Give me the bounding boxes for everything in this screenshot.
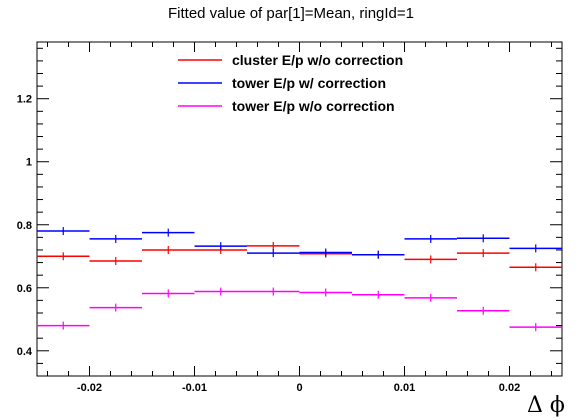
y-tick-label: 0.6 [17,283,32,295]
x-tick-label: 0.01 [394,382,415,394]
x-tick-label: 0 [296,382,302,394]
legend-label-tower-w-correction: tower E/p w/ correction [232,75,386,91]
series-2 [37,287,562,332]
legend-label-tower-wo-correction: tower E/p w/o correction [232,98,395,114]
series-0 [37,241,562,272]
series-1 [37,227,562,259]
legend: cluster E/p w/o correction tower E/p w/ … [178,52,403,114]
x-axis: -0.02 -0.01 0 0.01 0.02 [47,42,552,394]
x-axis-title: Δ ϕ [527,393,565,418]
y-tick-label: 1.2 [17,94,32,106]
x-tick-label: 0.02 [499,382,520,394]
y-tick-label: 0.4 [17,346,33,358]
y-tick-label: 1 [26,157,32,169]
series-layer [37,227,562,332]
y-tick-label: 0.8 [17,220,32,232]
chart-title: Fitted value of par[1]=Mean, ringId=1 [168,5,414,22]
plot-frame [36,41,563,377]
x-tick-label: -0.02 [77,382,102,394]
y-axis: 0.4 0.6 0.8 1 1.2 [17,47,562,377]
legend-label-cluster-wo-correction: cluster E/p w/o correction [232,52,403,68]
x-tick-label: -0.01 [182,382,207,394]
